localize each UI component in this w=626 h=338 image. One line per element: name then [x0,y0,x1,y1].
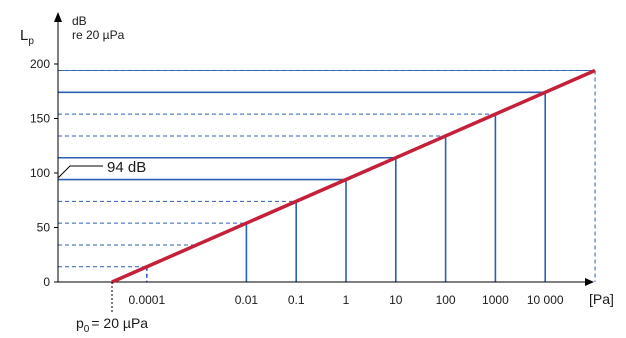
guide-lines [58,70,596,282]
y-unit-line2: re 20 µPa [72,28,125,42]
x-tick-label-4: 10 [389,293,403,307]
y-tick-label-150: 150 [30,112,50,126]
y-tick-label-0: 0 [43,275,50,289]
x-ticks: 0.0001 0.01 0.1 1 10 100 1000 10 000 [128,293,563,307]
reference-label: p0 = 20 µPa [76,315,148,335]
x-tick-label-6: 1000 [482,293,509,307]
x-tick-label-0: 0.0001 [128,293,165,307]
y-unit-line1: dB [72,14,87,28]
x-tick-label-7: 10 000 [527,293,564,307]
y-tick-label-200: 200 [30,57,50,71]
x-axis-label: [Pa] [589,291,614,307]
annotation-leader [57,165,103,179]
x-tick-label-3: 1 [343,293,350,307]
x-tick-label-1: 0.01 [235,293,259,307]
y-tick-label-100: 100 [30,166,50,180]
y-axis-label: Lp [20,27,34,47]
x-tick-label-5: 100 [436,293,456,307]
annotation-94db: 94 dB [107,159,146,176]
y-ticks: 0 50 100 150 200 [30,57,58,289]
y-axis-arrow [54,12,62,22]
x-axis-arrow [585,278,594,286]
y-tick-label-50: 50 [37,221,51,235]
series-line [111,68,596,284]
x-tick-label-2: 0.1 [288,293,305,307]
